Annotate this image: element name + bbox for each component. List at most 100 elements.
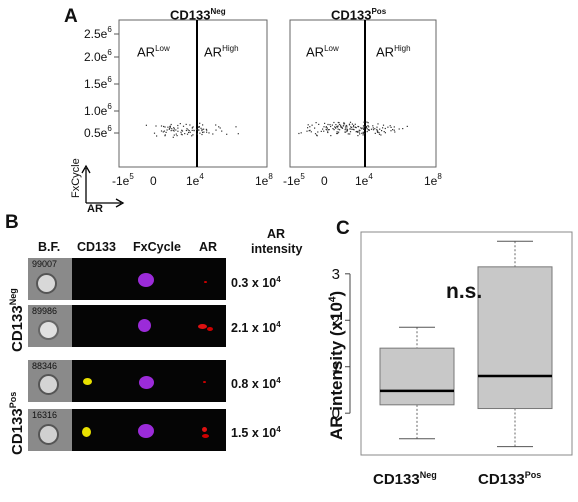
x-tick-label: -1e5 bbox=[283, 172, 305, 188]
scatter-point bbox=[334, 127, 337, 129]
scatter-point bbox=[353, 129, 355, 131]
scatter-point bbox=[175, 133, 177, 135]
scatter-point bbox=[335, 124, 337, 126]
scatter-point bbox=[181, 134, 183, 136]
intensity-value-2: 2.1 x 104 bbox=[231, 320, 281, 336]
scatter-point bbox=[180, 133, 182, 135]
scatter-point bbox=[351, 128, 353, 130]
scatter-point bbox=[330, 135, 332, 137]
ar-stain bbox=[207, 327, 213, 331]
scatter-point bbox=[372, 129, 375, 131]
y-tick-marks bbox=[114, 33, 119, 134]
scatter-point bbox=[367, 122, 369, 124]
scatter-point bbox=[333, 129, 335, 131]
box-plot-frame bbox=[360, 231, 573, 456]
scatter-point bbox=[362, 132, 364, 134]
scatter-point bbox=[307, 124, 309, 126]
scatter-point bbox=[191, 127, 193, 129]
plot-title-neg: CD133Neg bbox=[170, 7, 226, 23]
scatter-point bbox=[344, 127, 347, 129]
scatter-point bbox=[327, 129, 330, 131]
y-tick-label: 2.5e6 bbox=[84, 25, 112, 41]
scatter-point bbox=[162, 131, 164, 133]
scatter-point bbox=[191, 135, 193, 137]
scatter-point bbox=[170, 130, 172, 132]
scatter-point bbox=[169, 127, 171, 129]
scatter-point bbox=[164, 135, 166, 137]
scatter-point bbox=[318, 123, 320, 125]
scatter-point bbox=[327, 131, 329, 134]
scatter-point bbox=[346, 129, 348, 132]
scatter-point bbox=[343, 123, 346, 125]
cell-id: 99007 bbox=[32, 259, 58, 269]
plot-frame-pos bbox=[289, 19, 437, 168]
scatter-point bbox=[368, 126, 370, 128]
scatter-point bbox=[338, 122, 340, 124]
scatter-point bbox=[357, 130, 359, 133]
scatter-point bbox=[202, 124, 204, 126]
scatter-point bbox=[387, 126, 389, 128]
scatter-point bbox=[355, 131, 357, 133]
scatter-point bbox=[189, 131, 191, 133]
scatter-point bbox=[164, 126, 166, 128]
y-tick-label: 2.0e6 bbox=[84, 48, 112, 64]
region-label-low-pos: ARLow bbox=[306, 44, 339, 60]
scatter-point bbox=[344, 129, 346, 131]
scatter-point bbox=[376, 131, 379, 133]
scatter-point bbox=[334, 126, 336, 128]
scatter-point bbox=[348, 124, 351, 126]
y-axis: 0 1 2 3 bbox=[332, 266, 351, 422]
scatter-point bbox=[170, 123, 172, 126]
header-fxcycle: FxCycle bbox=[133, 240, 181, 254]
scatter-point bbox=[322, 128, 324, 130]
scatter-point bbox=[186, 128, 188, 130]
ar-stain bbox=[202, 427, 207, 432]
x-tick-label: 1e4 bbox=[355, 172, 373, 188]
scatter-point bbox=[406, 125, 408, 127]
scatter-point bbox=[402, 128, 404, 130]
ar-cell-2 bbox=[184, 305, 226, 347]
scatter-point bbox=[384, 132, 386, 134]
scatter-point bbox=[337, 132, 339, 134]
cd133-stain bbox=[83, 378, 92, 385]
scatter-point bbox=[349, 128, 351, 130]
scatter-point bbox=[337, 125, 339, 127]
fxcycle-cell-1 bbox=[116, 258, 184, 300]
scatter-point bbox=[187, 129, 189, 131]
x-tick-labels-pos: -1e5 0 1e4 1e8 bbox=[283, 172, 442, 188]
scatter-point bbox=[189, 124, 191, 126]
scatter-point bbox=[177, 130, 179, 132]
scatter-point bbox=[377, 123, 379, 125]
scatter-point bbox=[177, 124, 179, 127]
panel-a-flow-plots: 2.5e6 2.0e6 1.5e6 1.0e6 0.5e6 -1e5 0 1e4 1e8 -1… bbox=[81, 19, 442, 208]
category-label-pos: CD133Pos bbox=[478, 470, 542, 488]
x-tick-label: -1e5 bbox=[112, 172, 134, 188]
scatter-point bbox=[206, 131, 208, 133]
cell-id: 88346 bbox=[32, 361, 58, 371]
scatter-point bbox=[392, 129, 394, 131]
scatter-point bbox=[201, 133, 203, 136]
scatter-point bbox=[330, 125, 332, 128]
nucleus-stain bbox=[138, 273, 154, 287]
scatter-point bbox=[352, 126, 355, 128]
scatter-point bbox=[323, 130, 325, 132]
fxcycle-cell-4 bbox=[116, 409, 184, 451]
scatter-point bbox=[343, 123, 345, 125]
scatter-point bbox=[349, 133, 351, 135]
scatter-point bbox=[167, 126, 169, 128]
scatter-point bbox=[226, 133, 228, 135]
scatter-point bbox=[145, 124, 147, 126]
scatter-point bbox=[235, 126, 237, 128]
plot-frame-neg bbox=[118, 19, 268, 168]
y-axis-label: AR intensity (x104) bbox=[327, 290, 346, 440]
scatter-point bbox=[215, 129, 217, 131]
scatter-point bbox=[358, 126, 360, 128]
scatter-point bbox=[192, 126, 194, 128]
scatter-points-neg bbox=[145, 122, 239, 138]
scatter-point bbox=[361, 128, 363, 130]
scatter-point bbox=[184, 133, 186, 135]
scatter-point bbox=[333, 121, 335, 124]
scatter-point bbox=[181, 129, 183, 131]
group-label-pos: CD133Pos bbox=[8, 391, 26, 455]
scatter-point bbox=[327, 123, 329, 126]
